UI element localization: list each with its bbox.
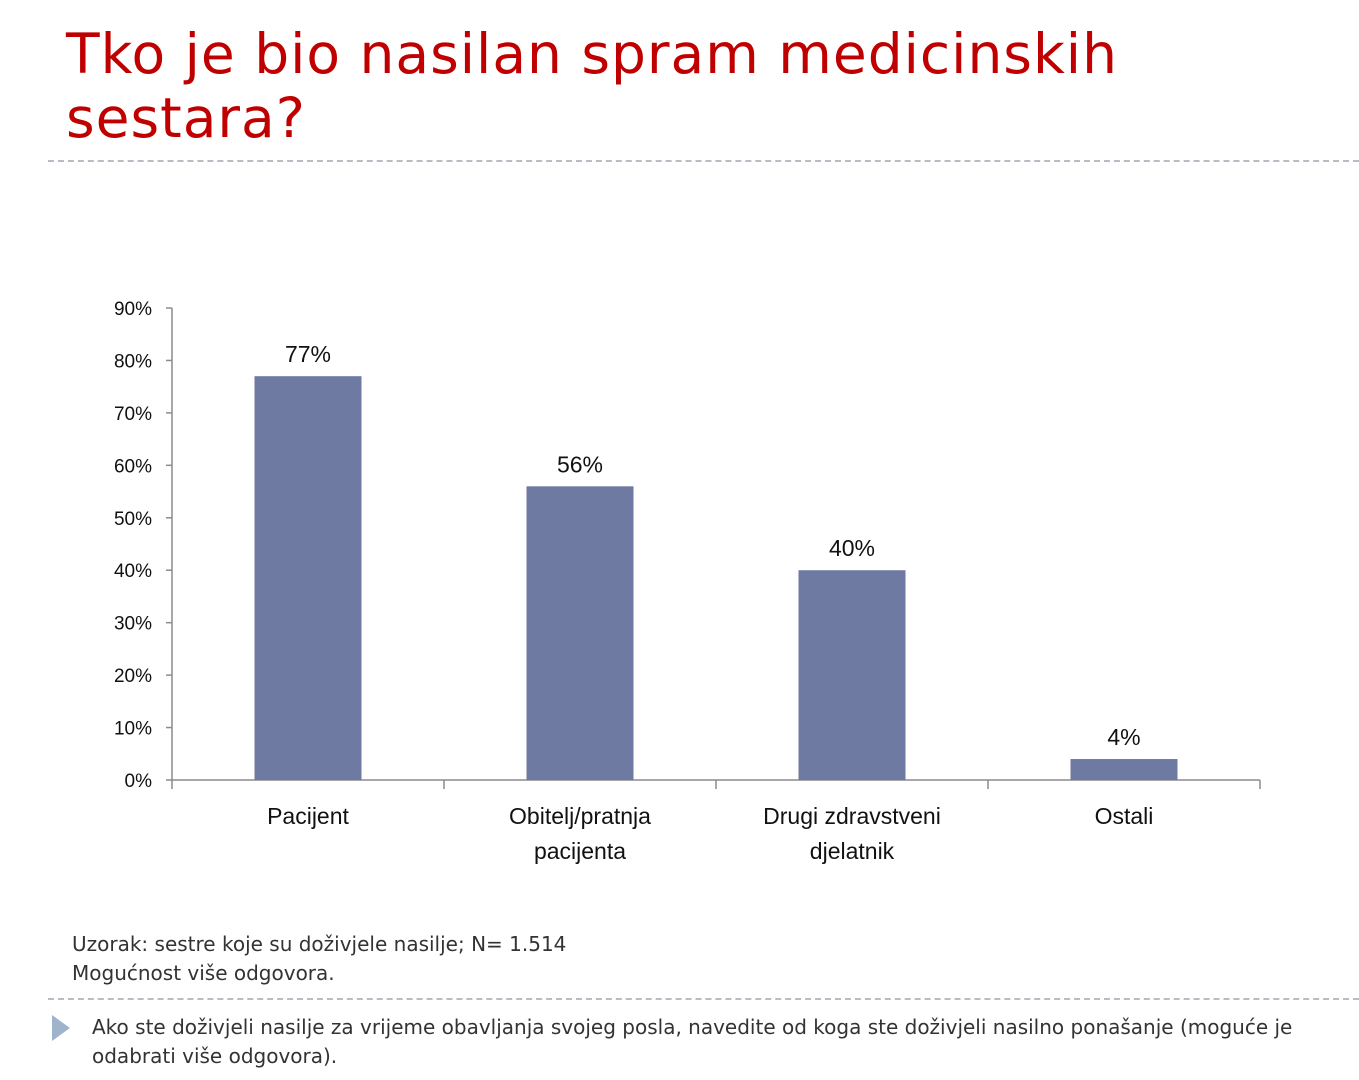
bar: [798, 570, 906, 780]
data-label: 56%: [557, 451, 603, 477]
x-tick-label: Drugi zdravstveni: [763, 803, 941, 829]
y-tick-label: 40%: [114, 561, 152, 582]
bar: [254, 376, 362, 780]
y-tick-label: 20%: [114, 666, 152, 687]
x-tick-label: Pacijent: [267, 803, 349, 829]
x-tick-label: Obitelj/pratnja: [509, 803, 651, 829]
survey-question: Ako ste doživjeli nasilje za vrijeme oba…: [92, 1015, 1293, 1068]
y-tick-label: 0%: [125, 771, 153, 792]
sample-note: Uzorak: sestre koje su doživjele nasilje…: [72, 932, 567, 956]
title-divider: [48, 160, 1359, 162]
triangle-bullet-icon: [52, 1015, 70, 1041]
footer-divider: [48, 998, 1359, 1000]
data-label: 77%: [285, 341, 331, 367]
y-tick-label: 50%: [114, 509, 152, 530]
bar: [1070, 759, 1178, 780]
sample-note-block: Uzorak: sestre koje su doživjele nasilje…: [72, 930, 566, 988]
y-tick-label: 60%: [114, 456, 152, 477]
y-tick-label: 70%: [114, 404, 152, 425]
x-tick-label: Ostali: [1095, 803, 1154, 829]
data-label: 40%: [829, 535, 875, 561]
y-tick-label: 80%: [114, 351, 152, 372]
y-tick-label: 10%: [114, 719, 152, 740]
x-tick-label: pacijenta: [534, 838, 626, 864]
multiple-answers-note: Mogućnost više odgovora.: [72, 961, 335, 985]
data-label: 4%: [1107, 724, 1140, 750]
x-tick-label: djelatnik: [810, 838, 895, 864]
y-tick-label: 90%: [114, 299, 152, 320]
y-tick-label: 30%: [114, 614, 152, 635]
bar: [526, 486, 634, 780]
slide-title: Tko je bio nasilan spram medicinskih ses…: [66, 22, 1118, 150]
